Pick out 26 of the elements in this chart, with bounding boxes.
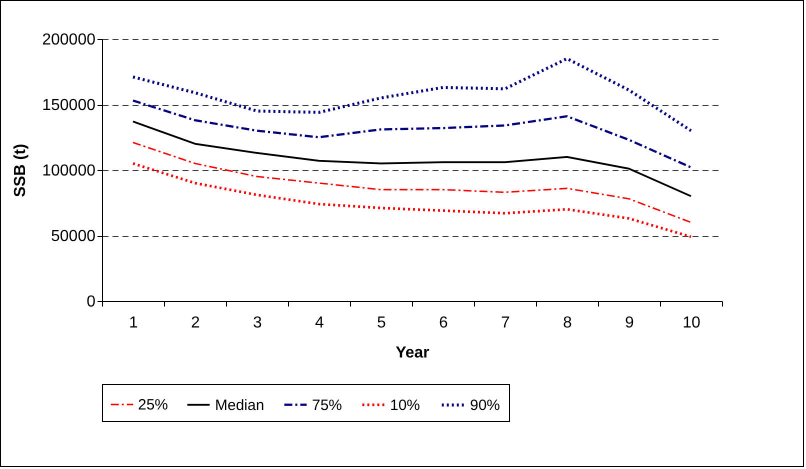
y-tick-label: 200000 bbox=[42, 32, 96, 48]
x-axis-title: Year bbox=[396, 344, 430, 362]
line-series bbox=[132, 57, 692, 132]
x-tick-label: 2 bbox=[191, 314, 200, 332]
x-tick-label: 7 bbox=[501, 314, 510, 332]
x-tick-label: 9 bbox=[625, 314, 634, 332]
legend-label: 90% bbox=[470, 397, 500, 414]
x-tick-label: 4 bbox=[315, 314, 324, 332]
y-tick-label: 100000 bbox=[42, 162, 96, 180]
y-axis-title: SSB (t) bbox=[12, 144, 30, 198]
legend-label: 25% bbox=[138, 396, 168, 414]
x-tick-label: 5 bbox=[377, 314, 386, 332]
legend-label: 75% bbox=[312, 396, 342, 414]
line-series bbox=[132, 162, 692, 238]
x-tick-label: 10 bbox=[682, 314, 700, 332]
y-tick-label: 50000 bbox=[51, 228, 96, 245]
line-series bbox=[132, 99, 692, 169]
x-tick-label: 1 bbox=[129, 314, 138, 332]
x-tick-label: 3 bbox=[253, 314, 262, 332]
legend-label: Median bbox=[215, 396, 264, 414]
y-tick-label: 150000 bbox=[42, 97, 96, 114]
x-tick-label: 8 bbox=[563, 314, 572, 332]
y-tick-label: 0 bbox=[86, 294, 96, 310]
legend-label: 10% bbox=[390, 396, 420, 414]
x-tick-label: 6 bbox=[439, 314, 448, 332]
line-series bbox=[132, 142, 692, 224]
